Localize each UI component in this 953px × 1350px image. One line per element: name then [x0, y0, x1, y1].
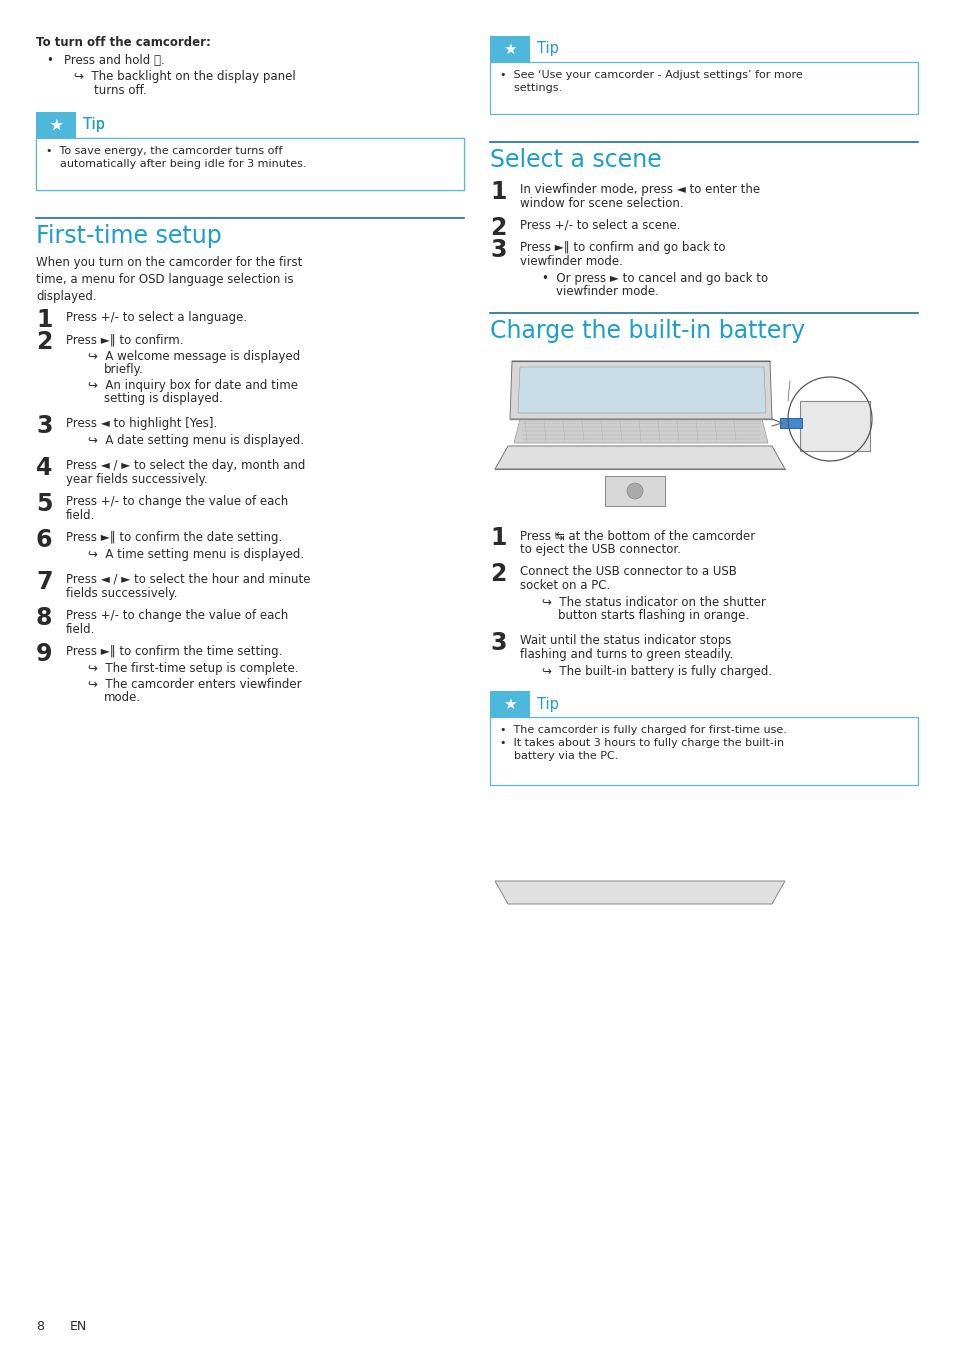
Text: fields successively.: fields successively. [66, 587, 177, 599]
Text: 3: 3 [36, 414, 52, 437]
Text: •  The camcorder is fully charged for first-time use.
•  It takes about 3 hours : • The camcorder is fully charged for fir… [499, 725, 786, 761]
Text: viewfinder mode.: viewfinder mode. [556, 285, 659, 298]
Text: 6: 6 [36, 528, 52, 552]
Text: 2: 2 [490, 562, 506, 586]
Text: to eject the USB connector.: to eject the USB connector. [519, 543, 680, 556]
Text: Wait until the status indicator stops: Wait until the status indicator stops [519, 634, 731, 647]
Text: Tip: Tip [537, 697, 558, 711]
Text: viewfinder mode.: viewfinder mode. [519, 255, 622, 269]
Text: ★: ★ [50, 117, 63, 132]
Polygon shape [780, 418, 801, 428]
Text: ↪  A welcome message is displayed: ↪ A welcome message is displayed [88, 350, 300, 363]
Text: ↪  The built-in battery is fully charged.: ↪ The built-in battery is fully charged. [541, 666, 771, 678]
Text: Connect the USB connector to a USB: Connect the USB connector to a USB [519, 566, 736, 578]
Text: Press +/- to select a scene.: Press +/- to select a scene. [519, 219, 679, 232]
Text: turns off.: turns off. [94, 84, 147, 97]
Text: ↪  A time setting menu is displayed.: ↪ A time setting menu is displayed. [88, 548, 304, 562]
Text: ★: ★ [502, 697, 517, 711]
Text: 3: 3 [490, 238, 506, 262]
Text: 1: 1 [36, 308, 52, 332]
Text: ↪  The backlight on the display panel: ↪ The backlight on the display panel [74, 70, 295, 82]
Text: briefly.: briefly. [104, 363, 144, 377]
Text: •: • [46, 54, 52, 68]
Polygon shape [604, 477, 664, 506]
Text: •  See ‘Use your camcorder - Adjust settings’ for more
    settings.: • See ‘Use your camcorder - Adjust setti… [499, 70, 801, 93]
Text: Tip: Tip [83, 117, 105, 132]
Text: 7: 7 [36, 570, 52, 594]
Polygon shape [517, 367, 765, 413]
Polygon shape [495, 882, 784, 905]
Polygon shape [510, 360, 771, 418]
Text: Press ►‖ to confirm the time setting.: Press ►‖ to confirm the time setting. [66, 645, 282, 657]
Bar [36, 112, 76, 138]
Bar [490, 691, 530, 717]
Text: Tip: Tip [83, 117, 105, 132]
Text: 3: 3 [490, 630, 506, 655]
Text: 8: 8 [36, 1320, 44, 1332]
Text: •  Or press ► to cancel and go back to: • Or press ► to cancel and go back to [541, 271, 767, 285]
Polygon shape [514, 418, 767, 443]
Text: field.: field. [66, 509, 95, 522]
Text: ★: ★ [50, 117, 63, 132]
Text: EN: EN [70, 1320, 87, 1332]
Text: ↪  A date setting menu is displayed.: ↪ A date setting menu is displayed. [88, 433, 304, 447]
Text: Select a scene: Select a scene [490, 148, 661, 171]
Text: Press ◄ / ► to select the hour and minute: Press ◄ / ► to select the hour and minut… [66, 572, 310, 586]
Text: Press ►‖ to confirm.: Press ►‖ to confirm. [66, 333, 183, 346]
Bar [36, 138, 463, 190]
Text: To turn off the camcorder:: To turn off the camcorder: [36, 36, 211, 49]
Polygon shape [800, 401, 869, 451]
Text: 1: 1 [490, 526, 506, 549]
Text: Press ◄ / ► to select the day, month and: Press ◄ / ► to select the day, month and [66, 459, 305, 472]
Text: Press +/- to select a language.: Press +/- to select a language. [66, 310, 247, 324]
Bar [36, 112, 76, 138]
Bar [490, 36, 530, 62]
Text: 5: 5 [36, 491, 52, 516]
Text: Press +/- to change the value of each: Press +/- to change the value of each [66, 609, 288, 622]
Text: 2: 2 [490, 216, 506, 240]
Bar [36, 138, 463, 190]
Bar [490, 717, 917, 784]
Text: setting is displayed.: setting is displayed. [104, 392, 223, 405]
Text: 8: 8 [36, 606, 52, 630]
Text: field.: field. [66, 622, 95, 636]
Text: ★: ★ [502, 42, 517, 57]
Text: Press ►‖ to confirm the date setting.: Press ►‖ to confirm the date setting. [66, 531, 282, 544]
Text: year fields successively.: year fields successively. [66, 472, 208, 486]
Text: When you turn on the camcorder for the first
time, a menu for OSD language selec: When you turn on the camcorder for the f… [36, 256, 302, 302]
Text: Press ►‖ to confirm and go back to: Press ►‖ to confirm and go back to [519, 242, 724, 254]
Text: First-time setup: First-time setup [36, 224, 221, 248]
Circle shape [626, 483, 642, 499]
Text: 1: 1 [490, 180, 506, 204]
Text: Charge the built-in battery: Charge the built-in battery [490, 319, 804, 343]
Text: window for scene selection.: window for scene selection. [519, 197, 683, 211]
Bar [490, 62, 917, 113]
Text: Press ↹ at the bottom of the camcorder: Press ↹ at the bottom of the camcorder [519, 529, 755, 541]
Text: ↪  The first-time setup is complete.: ↪ The first-time setup is complete. [88, 662, 298, 675]
Text: Tip: Tip [537, 42, 558, 57]
Text: Press +/- to change the value of each: Press +/- to change the value of each [66, 495, 288, 508]
Text: Press ◄ to highlight [Yes].: Press ◄ to highlight [Yes]. [66, 417, 217, 431]
Text: Press and hold ⏻.: Press and hold ⏻. [64, 54, 165, 68]
Text: In viewfinder mode, press ◄ to enter the: In viewfinder mode, press ◄ to enter the [519, 184, 760, 196]
Text: 4: 4 [36, 456, 52, 481]
Text: button starts flashing in orange.: button starts flashing in orange. [558, 609, 748, 622]
Text: mode.: mode. [104, 691, 141, 703]
Text: ↪  The camcorder enters viewfinder: ↪ The camcorder enters viewfinder [88, 678, 301, 691]
Text: ↪  An inquiry box for date and time: ↪ An inquiry box for date and time [88, 379, 297, 391]
Text: •  To save energy, the camcorder turns off
    automatically after being idle fo: • To save energy, the camcorder turns of… [46, 146, 306, 169]
Polygon shape [495, 446, 784, 468]
Text: socket on a PC.: socket on a PC. [519, 579, 610, 593]
Text: 9: 9 [36, 643, 52, 666]
Text: 2: 2 [36, 329, 52, 354]
Text: ↪  The status indicator on the shutter: ↪ The status indicator on the shutter [541, 595, 765, 609]
Text: flashing and turns to green steadily.: flashing and turns to green steadily. [519, 648, 733, 662]
